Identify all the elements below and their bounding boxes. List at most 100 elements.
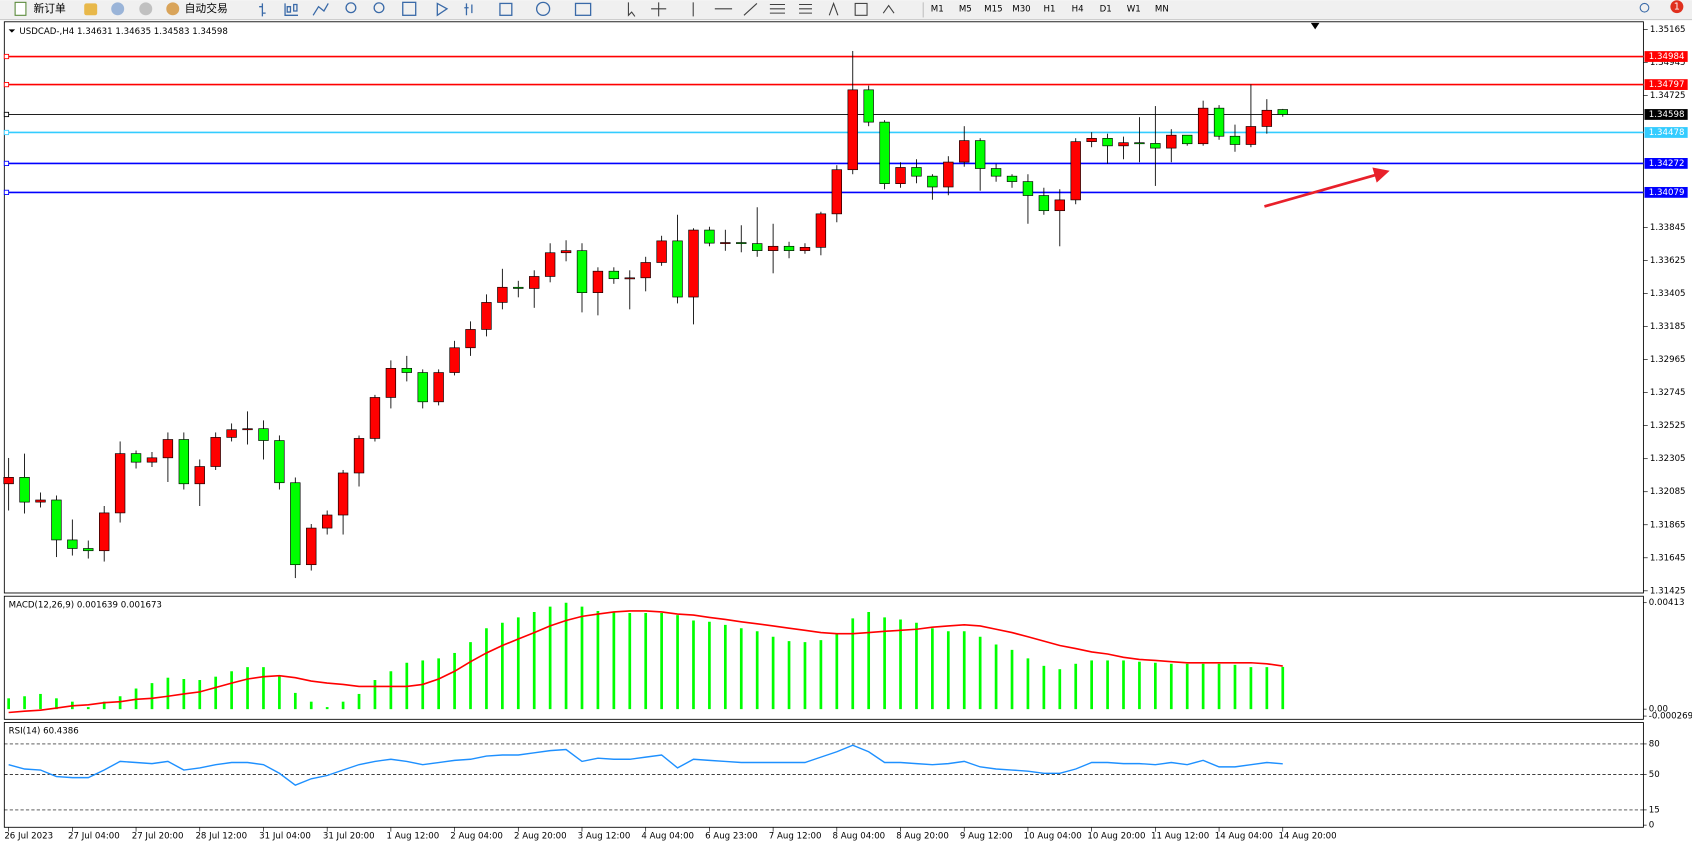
chart-title: USDCAD-,H4 1.34631 1.34635 1.34583 1.345… bbox=[19, 27, 227, 37]
icon[interactable] bbox=[436, 2, 449, 17]
price-label: 1.34272 bbox=[1649, 159, 1685, 169]
macd-panel: MACD(12,26,9) 0.001639 0.001673 0.00413 0… bbox=[3, 595, 1692, 722]
candle-body bbox=[258, 428, 269, 441]
icon[interactable] bbox=[259, 3, 266, 17]
candle-body bbox=[799, 247, 811, 251]
y-tick-label: 0.00 bbox=[1649, 705, 1668, 715]
timeframe-button[interactable]: H4 bbox=[1072, 4, 1084, 14]
button-label[interactable]: 自动交易 bbox=[185, 2, 228, 15]
text-tool[interactable] bbox=[828, 1, 839, 16]
candle-body bbox=[337, 472, 349, 516]
x-tick-label: 31 Jul 04:00 bbox=[259, 831, 311, 841]
candle-body bbox=[369, 397, 381, 439]
y-tick-label: 0.00413 bbox=[1649, 598, 1685, 608]
new-order-button[interactable]: 新订单 bbox=[14, 1, 66, 16]
arrow-head bbox=[1372, 167, 1390, 183]
y-tick-label: 1.33185 bbox=[1650, 322, 1686, 332]
price-label-box bbox=[1644, 79, 1688, 90]
candle-body bbox=[783, 245, 795, 251]
fibo-tool[interactable] bbox=[799, 3, 812, 14]
price-label: 1.34478 bbox=[1649, 128, 1685, 138]
price-label-box bbox=[1644, 51, 1688, 62]
candle-body bbox=[481, 302, 492, 330]
level-handle bbox=[3, 81, 10, 88]
y-tick-label: 0 bbox=[1649, 821, 1654, 831]
candle-body bbox=[226, 429, 237, 438]
candle-body bbox=[943, 161, 954, 188]
x-tick-label: 1 Aug 12:00 bbox=[387, 831, 440, 841]
crosshair-tool[interactable] bbox=[651, 2, 667, 17]
y-tick-label: 1.32085 bbox=[1650, 487, 1686, 497]
candle-body bbox=[385, 368, 397, 398]
candle-body bbox=[736, 242, 747, 244]
x-tick-label: 8 Aug 20:00 bbox=[896, 831, 949, 841]
level-handle bbox=[3, 53, 10, 60]
icon[interactable] bbox=[312, 3, 329, 16]
y-tick-label: 50 bbox=[1649, 770, 1660, 780]
y-tick-label: 1.35165 bbox=[1650, 25, 1686, 35]
icon[interactable] bbox=[535, 1, 551, 16]
notification-badge[interactable] bbox=[1670, 0, 1684, 14]
chart-shift-marker bbox=[1310, 22, 1320, 30]
icon[interactable] bbox=[464, 3, 473, 16]
x-tick-label: 10 Aug 04:00 bbox=[1024, 831, 1082, 841]
indicator-title: MACD(12,26,9) 0.001639 0.001673 bbox=[9, 600, 162, 610]
candle-body bbox=[847, 89, 858, 171]
x-tick-label: 11 Aug 12:00 bbox=[1151, 831, 1209, 841]
icon[interactable] bbox=[373, 2, 385, 14]
timeframe-button[interactable]: W1 bbox=[1127, 4, 1141, 14]
timeframe-button[interactable]: M1 bbox=[931, 4, 944, 14]
timeframe-button[interactable]: H1 bbox=[1044, 4, 1056, 14]
candle-body bbox=[895, 167, 906, 184]
candle-body bbox=[1054, 199, 1065, 212]
level-handle bbox=[3, 160, 10, 167]
candle-body bbox=[752, 243, 763, 251]
price-chart: USDCAD-,H4 1.34631 1.34635 1.34583 1.345… bbox=[3, 21, 1688, 596]
arrow-tool[interactable] bbox=[882, 4, 895, 14]
candle-body bbox=[1182, 134, 1193, 145]
timeframe-button[interactable]: M30 bbox=[1012, 4, 1030, 14]
timeframe-button[interactable]: MN bbox=[1155, 4, 1169, 14]
candle-body bbox=[513, 286, 524, 289]
candle-body bbox=[720, 242, 731, 244]
icon[interactable] bbox=[499, 2, 513, 16]
candle-body bbox=[67, 539, 78, 549]
candle-body bbox=[863, 89, 874, 123]
rsi-panel: RSI(14) 60.4386 80 50 15 0 bbox=[3, 722, 1660, 831]
y-tick-label: 1.31645 bbox=[1650, 553, 1686, 563]
candle-body bbox=[640, 262, 651, 279]
timeframe-button[interactable]: D1 bbox=[1100, 4, 1112, 14]
x-tick-label: 4 Aug 04:00 bbox=[641, 831, 694, 841]
level-handle bbox=[3, 129, 10, 136]
icon[interactable] bbox=[284, 3, 299, 16]
trendline-tool[interactable] bbox=[743, 3, 758, 16]
timeframe-button[interactable]: M5 bbox=[959, 4, 972, 14]
x-tick-label: 8 Aug 04:00 bbox=[833, 831, 886, 841]
candle-body bbox=[1229, 135, 1241, 145]
cursor-tool[interactable] bbox=[627, 2, 636, 17]
button-label[interactable]: 新订单 bbox=[33, 2, 66, 15]
y-tick-label: 1.33405 bbox=[1650, 289, 1686, 299]
toolbar-bg bbox=[0, 0, 1692, 20]
icon[interactable] bbox=[84, 3, 98, 16]
auto-trading-button[interactable]: 自动交易 bbox=[166, 2, 228, 16]
timeframe-button[interactable]: M15 bbox=[984, 4, 1002, 14]
x-tick-label: 3 Aug 12:00 bbox=[578, 831, 631, 841]
candle-body bbox=[767, 245, 779, 251]
icon[interactable] bbox=[111, 2, 125, 16]
candle-body bbox=[210, 437, 221, 467]
candle-body bbox=[704, 229, 715, 244]
channel-tool[interactable] bbox=[769, 3, 785, 14]
level-handle bbox=[3, 189, 10, 195]
x-tick-label: 2 Aug 20:00 bbox=[514, 831, 567, 841]
icon[interactable] bbox=[574, 2, 592, 16]
candle-body bbox=[1150, 143, 1161, 149]
icon[interactable] bbox=[402, 1, 417, 16]
candle-body bbox=[290, 482, 301, 566]
icon[interactable] bbox=[345, 2, 357, 14]
label-tool[interactable] bbox=[854, 2, 868, 16]
icon[interactable] bbox=[139, 2, 153, 16]
search-icon[interactable] bbox=[1639, 2, 1650, 13]
